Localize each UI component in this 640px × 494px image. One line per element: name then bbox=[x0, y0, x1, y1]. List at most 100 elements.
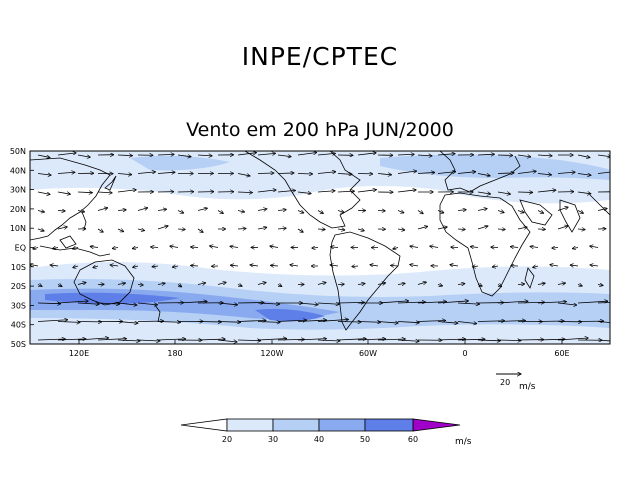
wind-vector bbox=[557, 338, 588, 341]
wind-vector bbox=[577, 174, 591, 176]
coast-north-america bbox=[244, 151, 361, 229]
wind-vector bbox=[497, 211, 504, 213]
lat-label: 50S bbox=[11, 340, 26, 349]
wind-vector bbox=[331, 247, 339, 248]
wind-vector bbox=[590, 265, 599, 266]
wind-vector bbox=[457, 210, 466, 211]
wind-vector bbox=[97, 339, 126, 340]
wind-vector bbox=[410, 265, 419, 266]
lon-label: 60E bbox=[554, 349, 569, 358]
colorbar-labels: 20 30 40 50 60 bbox=[222, 435, 418, 444]
coast-australia bbox=[73, 259, 135, 306]
wind-vector bbox=[397, 302, 425, 303]
wind-vector bbox=[197, 228, 203, 232]
wind-vector bbox=[297, 320, 327, 321]
wind-vector bbox=[537, 283, 545, 284]
wind-vector bbox=[73, 266, 79, 268]
wind-vector bbox=[77, 154, 90, 157]
wind-vector bbox=[377, 283, 386, 285]
wind-vector bbox=[357, 284, 365, 285]
wind-vector bbox=[257, 282, 266, 284]
wind-vector bbox=[497, 340, 521, 341]
wind-vector bbox=[277, 155, 291, 157]
wind-vector bbox=[597, 321, 610, 323]
wind-vector bbox=[397, 322, 419, 323]
wind-vector bbox=[537, 339, 565, 340]
wind-vector bbox=[397, 283, 405, 284]
wind-vector bbox=[137, 285, 143, 286]
wind-vector bbox=[437, 285, 443, 286]
wind-vector bbox=[437, 339, 465, 340]
wind-vector bbox=[377, 322, 398, 324]
wind-vector bbox=[277, 320, 306, 321]
wind-vector bbox=[377, 174, 392, 175]
wind-vector bbox=[470, 247, 479, 248]
wind-vector bbox=[177, 211, 184, 214]
wind-vector bbox=[472, 266, 479, 267]
wind-vector bbox=[57, 153, 76, 156]
lon-label: 0 bbox=[462, 349, 467, 358]
wind-vector bbox=[117, 283, 125, 284]
wind-vector bbox=[217, 303, 238, 305]
wind-vector bbox=[337, 339, 366, 340]
wind-vector bbox=[177, 301, 207, 303]
wind-vector bbox=[572, 248, 579, 249]
wind-vector bbox=[317, 191, 335, 192]
wind-vector bbox=[197, 208, 207, 210]
wind-vector bbox=[191, 265, 199, 266]
wind-vector bbox=[137, 340, 160, 341]
wind-vector bbox=[457, 321, 477, 324]
coast-borneo bbox=[59, 235, 77, 249]
wind-vector bbox=[97, 208, 108, 211]
coast-africa bbox=[439, 192, 531, 297]
wind-vector bbox=[430, 246, 439, 247]
wind-vector bbox=[357, 339, 386, 340]
wind-vector bbox=[117, 322, 138, 324]
wind-vector bbox=[437, 211, 444, 213]
wind-vector bbox=[537, 211, 544, 214]
wind-vector bbox=[257, 227, 267, 229]
wind-vector bbox=[397, 229, 405, 230]
coast-madagascar bbox=[524, 267, 535, 289]
wind-vector bbox=[477, 173, 490, 176]
wind-vector bbox=[297, 174, 313, 175]
wind-vector bbox=[77, 338, 109, 341]
wind-vector bbox=[417, 172, 435, 173]
wind-vector bbox=[590, 246, 599, 248]
wind-vector bbox=[257, 209, 267, 211]
lat-label: EQ bbox=[15, 244, 26, 253]
colorbar-level-label: 50 bbox=[360, 435, 370, 444]
wind-vector bbox=[37, 211, 44, 213]
wind-vector bbox=[330, 265, 339, 266]
wind-vector bbox=[510, 247, 519, 248]
wind-vector bbox=[492, 266, 499, 267]
wind-vector bbox=[577, 154, 590, 158]
wind-vector bbox=[597, 208, 607, 210]
wind-vector bbox=[317, 153, 335, 155]
wind-vector bbox=[117, 190, 136, 193]
wind-vector bbox=[537, 190, 556, 192]
wind-vector bbox=[457, 172, 476, 174]
wind-vector bbox=[277, 339, 304, 340]
wind-vector bbox=[237, 320, 266, 321]
wind-vector bbox=[277, 173, 294, 174]
wind-vector bbox=[117, 174, 132, 175]
wind-vector bbox=[498, 285, 502, 287]
wind-vector bbox=[97, 303, 119, 304]
colorbar-level-label: 40 bbox=[314, 435, 324, 444]
wind-vector bbox=[152, 266, 159, 267]
wind-vector bbox=[50, 265, 59, 266]
wind-vector bbox=[157, 339, 186, 340]
wind-vector bbox=[137, 303, 158, 305]
wind-vector bbox=[477, 154, 494, 155]
wind-vector bbox=[337, 191, 354, 192]
wind-vector bbox=[157, 209, 167, 210]
wind-vector bbox=[477, 226, 488, 230]
wind-vector bbox=[417, 155, 432, 156]
wind-vector bbox=[157, 322, 181, 323]
wind-vector bbox=[157, 283, 165, 284]
wind-vector bbox=[317, 229, 325, 230]
wind-vector bbox=[77, 303, 99, 304]
wind-vector bbox=[257, 339, 287, 340]
wind-vector bbox=[237, 192, 252, 193]
